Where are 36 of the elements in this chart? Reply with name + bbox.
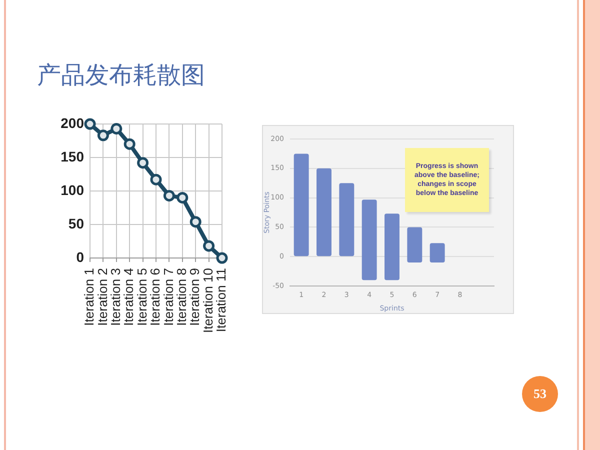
point: [190, 216, 202, 228]
x-tick-label: Iteration 1: [82, 268, 97, 326]
bar: [339, 183, 354, 256]
x-tick-label: Iteration 11: [214, 268, 229, 332]
bar: [316, 168, 332, 256]
point: [110, 122, 122, 134]
x-tick-label: Iteration 9: [187, 268, 202, 326]
point: [137, 157, 149, 169]
y-tick-label: 100: [60, 182, 84, 198]
bar: [384, 214, 400, 280]
chart-title: 产品发布耗散图: [37, 61, 205, 89]
y-tick-label: 50: [68, 215, 84, 232]
circle-badge: 53: [522, 376, 558, 412]
x-tick-label: Iteration 10: [200, 268, 216, 334]
point: [124, 138, 136, 150]
y-tick-label: 200: [60, 114, 84, 131]
x-tick-label: Iteration 2: [94, 268, 110, 326]
point: [203, 240, 215, 252]
bar: [430, 243, 445, 262]
y-tick-label: 0: [76, 248, 84, 265]
bar: [294, 154, 309, 256]
x-tick-label: Iteration 6: [148, 268, 163, 326]
x-tick-label: Iteration 7: [160, 268, 176, 326]
point: [176, 192, 188, 204]
point: [150, 174, 162, 186]
point: [216, 252, 228, 264]
x-tick-label: Iteration 4: [121, 268, 136, 326]
x-tick-label: Iteration 8: [174, 268, 189, 326]
point: [84, 118, 96, 130]
x-tick-label: Iteration 5: [134, 268, 150, 326]
point: [163, 190, 175, 202]
point: [97, 130, 109, 142]
y-tick-label: 150: [60, 148, 84, 164]
bar: [362, 200, 377, 280]
bar: [407, 227, 422, 262]
x-tick-label: Iteration 3: [108, 268, 123, 326]
